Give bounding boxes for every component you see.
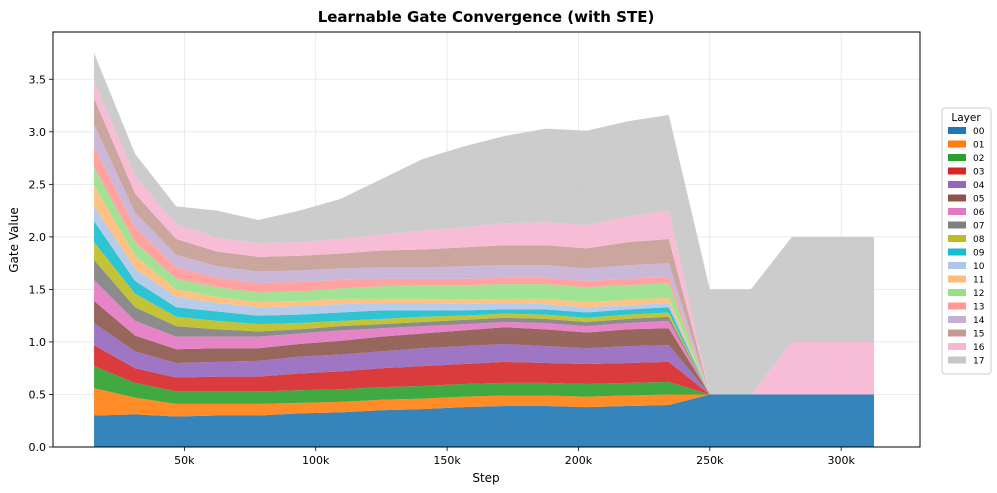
- legend-swatch-12: [948, 289, 966, 296]
- area-layer-15: [94, 98, 875, 395]
- area-layer-16: [94, 81, 875, 395]
- area-layer-06: [94, 279, 875, 395]
- x-tick-label: 100k: [302, 454, 330, 467]
- legend-label-03: 03: [973, 168, 984, 178]
- legend-label-11: 11: [973, 276, 984, 286]
- chart-title: Learnable Gate Convergence (with STE): [318, 8, 655, 26]
- y-tick-label: 0.5: [29, 388, 47, 401]
- legend: Layer 00 01 02 03 04 05 06 07 08 09 10 11 12 13 14 15 16…: [941, 107, 992, 375]
- legend-swatch-03: [948, 167, 966, 175]
- area-layer-01: [94, 388, 875, 417]
- legend-swatch-05: [948, 194, 966, 202]
- legend-label-06: 06: [973, 208, 985, 218]
- legend-swatch-11: [948, 275, 966, 283]
- legend-title: Layer: [951, 112, 981, 124]
- x-tick-label: 150k: [433, 454, 461, 467]
- legend-swatch-00: [948, 127, 966, 134]
- y-tick-label: 0.0: [29, 441, 47, 454]
- area-layer-03: [94, 345, 875, 395]
- legend-swatch-14: [948, 316, 966, 323]
- y-axis-label: Gate Value: [7, 207, 21, 273]
- legend-swatch-04: [948, 181, 966, 188]
- legend-label-01: 01: [973, 141, 984, 151]
- legend-swatch-09: [948, 248, 966, 256]
- plot-frame: [52, 31, 921, 448]
- area-layer-08: [94, 242, 875, 395]
- x-tick-label: 250k: [696, 454, 724, 467]
- x-tick-label: 300k: [827, 454, 855, 467]
- legend-label-14: 14: [973, 316, 985, 326]
- legend-items: 00 01 02 03 04 05 06 07 08 09 10 11 12 13 14 15 16 17: [948, 127, 985, 367]
- y-tick-label: 2.0: [29, 231, 47, 244]
- legend-swatch-02: [948, 154, 966, 161]
- legend-swatch-08: [948, 235, 966, 242]
- legend-label-17: 17: [973, 357, 984, 367]
- x-tick-label: 200k: [565, 454, 593, 467]
- area-layer-02: [94, 366, 875, 404]
- legend-swatch-17: [948, 356, 966, 364]
- legend-label-02: 02: [973, 154, 984, 164]
- x-axis-label: Step: [472, 471, 499, 485]
- stacked-areas: [94, 53, 875, 447]
- legend-swatch-13: [948, 302, 966, 310]
- y-tick-label: 2.5: [29, 178, 47, 191]
- y-tick-label: 3.0: [29, 126, 47, 139]
- y-tick-label: 1.5: [29, 283, 47, 296]
- area-layer-00: [94, 394, 875, 447]
- y-tick-label: 3.5: [29, 73, 47, 86]
- legend-label-04: 04: [973, 181, 985, 191]
- y-axis-ticks: 0.0 0.5 1.0 1.5 2.0 2.5 3.0 3.5: [29, 73, 53, 454]
- legend-swatch-10: [948, 262, 966, 269]
- legend-swatch-06: [948, 208, 966, 215]
- y-tick-label: 1.0: [29, 336, 47, 349]
- x-axis-ticks: 50k 100k 150k 200k 250k 300k: [174, 447, 855, 467]
- legend-label-07: 07: [973, 222, 984, 232]
- legend-label-08: 08: [973, 235, 985, 245]
- legend-swatch-15: [948, 329, 966, 337]
- area-layer-04: [94, 323, 875, 395]
- legend-swatch-07: [948, 221, 966, 229]
- legend-label-09: 09: [973, 249, 985, 259]
- legend-label-05: 05: [973, 195, 984, 205]
- x-tick-label: 50k: [174, 454, 195, 467]
- legend-label-13: 13: [973, 303, 984, 313]
- legend-label-16: 16: [973, 343, 985, 353]
- legend-label-15: 15: [973, 330, 984, 340]
- legend-label-00: 00: [973, 127, 985, 137]
- legend-swatch-16: [948, 343, 966, 350]
- legend-label-10: 10: [973, 262, 985, 272]
- area-layer-17: [94, 53, 875, 395]
- legend-label-12: 12: [973, 289, 984, 299]
- legend-swatch-01: [948, 140, 966, 148]
